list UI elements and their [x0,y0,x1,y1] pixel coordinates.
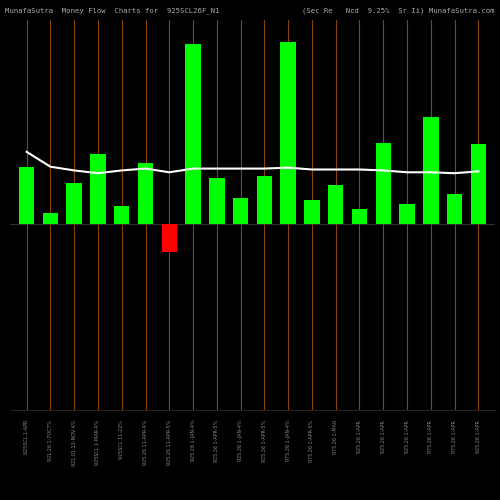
Bar [186,44,201,224]
Bar [233,198,248,224]
Bar [66,184,82,224]
Bar [90,154,106,224]
Bar [400,204,415,225]
Bar [280,42,296,224]
Bar [256,176,272,224]
Bar [162,224,177,252]
Bar [304,200,320,224]
Bar [376,142,391,224]
Bar [352,210,367,224]
Bar [470,144,486,224]
Bar [42,213,58,224]
Bar [209,178,224,224]
Bar [138,163,153,224]
Bar [19,166,34,224]
Bar [423,116,438,224]
Bar [328,186,344,224]
Bar [447,194,462,224]
Text: (Sec Re   Ncd  9.25%  Sr Ii) MunafaSutra.com: (Sec Re Ncd 9.25% Sr Ii) MunafaSutra.com [302,8,495,14]
Bar [114,206,130,225]
Text: MunafaSutra  Money Flow  Charts for  925SCL26F_N1: MunafaSutra Money Flow Charts for 925SCL… [5,8,220,14]
